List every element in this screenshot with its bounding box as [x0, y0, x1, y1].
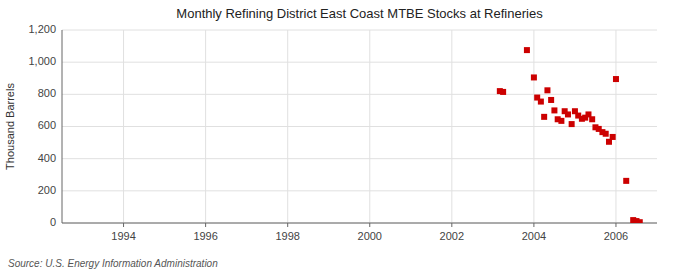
- x-tick-label: 1996: [193, 230, 217, 242]
- point: [531, 74, 537, 80]
- x-tick: [451, 223, 452, 227]
- point: [551, 107, 557, 113]
- point: [558, 118, 564, 124]
- point: [538, 99, 544, 105]
- point: [613, 76, 619, 82]
- x-tick-label: 1994: [111, 230, 135, 242]
- y-axis-label: Thousand Barrels: [4, 83, 16, 170]
- y-grid-line: [62, 190, 657, 191]
- y-grid-line: [62, 62, 657, 63]
- y-tick-label: 200: [38, 184, 56, 196]
- y-grid-line: [62, 126, 657, 127]
- x-tick-label: 2000: [358, 230, 382, 242]
- x-tick: [369, 223, 370, 227]
- y-tick-label: 1,000: [28, 55, 56, 67]
- x-grid-line: [615, 30, 616, 223]
- x-tick: [205, 223, 206, 227]
- title: Monthly Refining District East Coast MTB…: [176, 6, 543, 21]
- y-tick-label: 600: [38, 119, 56, 131]
- grid: [62, 30, 657, 223]
- point: [589, 116, 595, 122]
- axes: 0 200 400 600 800 1,000 1,200 1994 1996 1998 2000 2…: [28, 23, 657, 242]
- x-grid-line: [533, 30, 534, 223]
- y-axis-line: [62, 30, 63, 223]
- y-grid-line: [62, 223, 657, 224]
- point: [565, 111, 571, 117]
- point: [610, 134, 616, 140]
- x-grid-line: [369, 30, 370, 223]
- point: [603, 131, 609, 137]
- x-tick-label: 2004: [522, 230, 546, 242]
- x-grid-line: [451, 30, 452, 223]
- x-tick: [615, 223, 616, 227]
- y-grid-line: [62, 30, 657, 31]
- x-axis-line: [62, 223, 657, 224]
- x-grid-line: [287, 30, 288, 223]
- y-tick-label: 400: [38, 152, 56, 164]
- point: [500, 89, 506, 95]
- point: [548, 97, 554, 103]
- x-tick-label: 2002: [440, 230, 464, 242]
- source-note: Source: U.S. Energy Information Administ…: [8, 258, 218, 269]
- y-tick-label: 0: [50, 216, 56, 228]
- x-tick: [287, 223, 288, 227]
- y-grid-line: [62, 158, 657, 159]
- y-tick-label: 1,200: [28, 23, 56, 35]
- x-tick-label: 1998: [275, 230, 299, 242]
- x-tick-label: 2006: [604, 230, 628, 242]
- y-grid-line: [62, 94, 657, 95]
- y-tick-label: 800: [38, 87, 56, 99]
- x-grid-line: [205, 30, 206, 223]
- x-tick: [533, 223, 534, 227]
- x-grid-line: [123, 30, 124, 223]
- point: [637, 219, 643, 223]
- point: [541, 114, 547, 120]
- points: [497, 47, 643, 223]
- point: [623, 178, 629, 184]
- point: [544, 87, 550, 93]
- chart: 0 200 400 600 800 1,000 1,200 1994 1996 1998 2000 2…: [0, 0, 675, 275]
- x-tick: [123, 223, 124, 227]
- point: [524, 47, 530, 53]
- point: [569, 121, 575, 127]
